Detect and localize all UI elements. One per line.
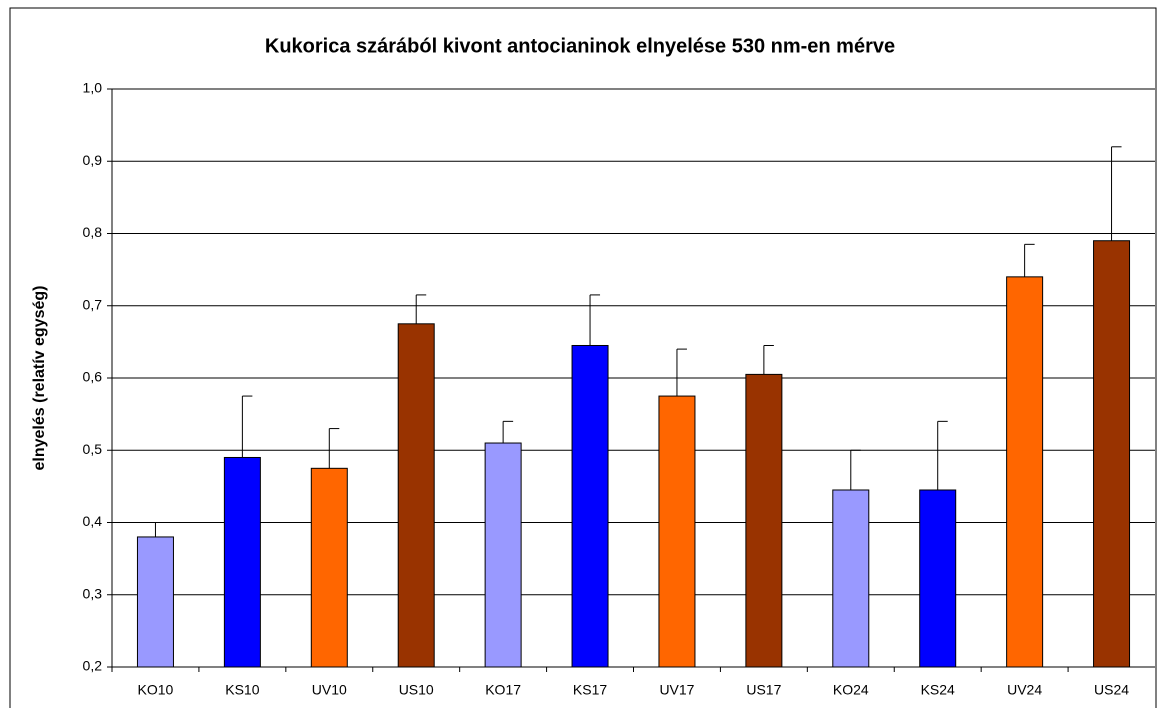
x-tick-label: US10 xyxy=(399,682,434,698)
bar xyxy=(658,395,696,668)
x-tick-label: US24 xyxy=(1094,682,1129,698)
x-tick-label: KO17 xyxy=(485,682,521,698)
bar xyxy=(310,467,348,668)
x-tick-label: UV17 xyxy=(659,682,694,698)
bar xyxy=(1093,240,1131,668)
y-tick-label: 1,0 xyxy=(83,80,103,96)
bar xyxy=(571,344,609,668)
x-tick-label: UV10 xyxy=(312,682,347,698)
y-tick-label: 0,5 xyxy=(83,441,103,457)
bar xyxy=(397,323,435,668)
y-tick-label: 0,8 xyxy=(83,224,103,240)
y-tick-label: 0,9 xyxy=(83,152,103,168)
chart-title: Kukorica szárából kivont antocianinok el… xyxy=(265,35,895,57)
bar xyxy=(136,536,174,668)
bar xyxy=(919,489,957,668)
x-tick-label: KO10 xyxy=(138,682,174,698)
bar xyxy=(832,489,870,668)
bar xyxy=(484,442,522,668)
x-tick-label: KS24 xyxy=(921,682,955,698)
y-axis-label: elnyelés (relatív egység) xyxy=(31,286,48,471)
x-tick-label: KS10 xyxy=(225,682,259,698)
x-tick-label: KS17 xyxy=(573,682,607,698)
y-tick-label: 0,4 xyxy=(83,513,103,529)
y-tick-label: 0,7 xyxy=(83,296,103,312)
x-tick-label: KO24 xyxy=(833,682,869,698)
x-tick-label: UV24 xyxy=(1007,682,1042,698)
bar xyxy=(745,373,783,668)
y-tick-label: 0,3 xyxy=(83,585,103,601)
y-tick-label: 0,6 xyxy=(83,369,103,385)
x-tick-label: US17 xyxy=(746,682,781,698)
y-tick-label: 0,2 xyxy=(83,658,103,674)
bar xyxy=(1006,276,1044,668)
bar xyxy=(223,456,261,668)
